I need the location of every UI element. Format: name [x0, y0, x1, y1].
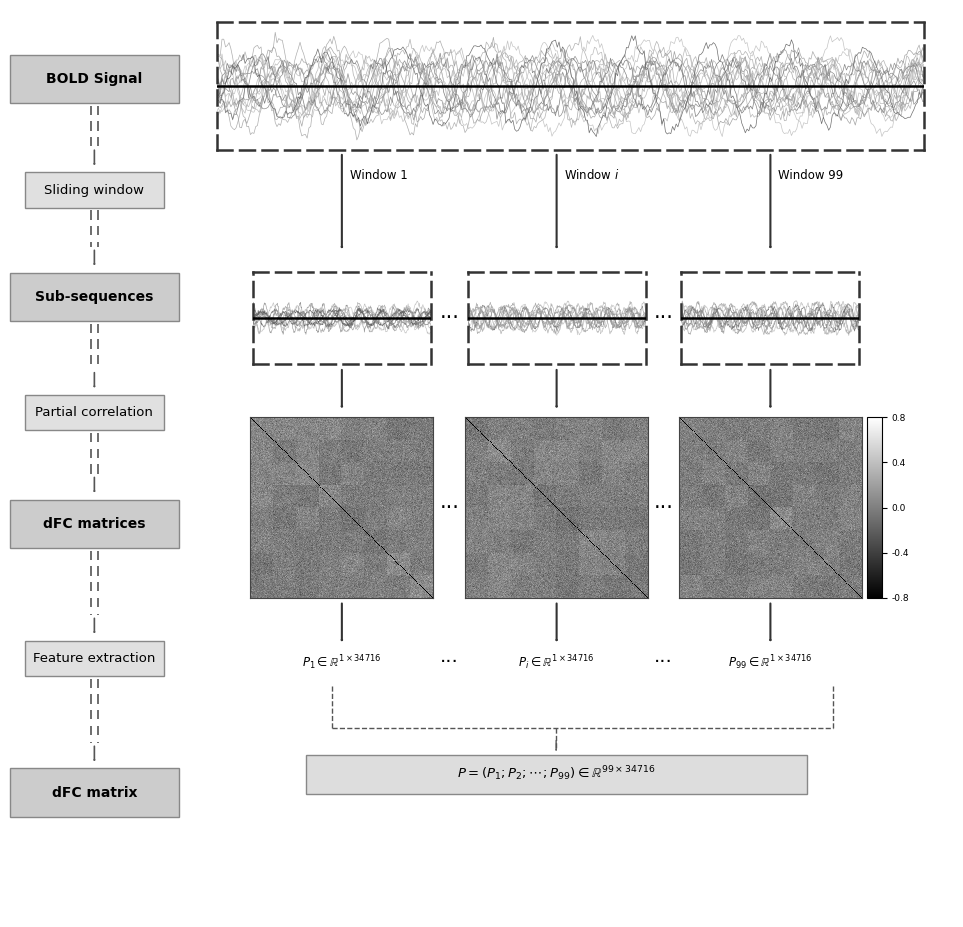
- FancyBboxPatch shape: [25, 641, 164, 676]
- Text: Feature extraction: Feature extraction: [33, 652, 156, 665]
- Text: $P_1 \in \mathbb{R}^{1\times34716}$: $P_1 \in \mathbb{R}^{1\times34716}$: [302, 654, 381, 672]
- Text: dFC matrices: dFC matrices: [43, 516, 145, 531]
- Text: $P_{99} \in \mathbb{R}^{1\times34716}$: $P_{99} \in \mathbb{R}^{1\times34716}$: [728, 654, 813, 672]
- Text: $P_i \in \mathbb{R}^{1\times34716}$: $P_i \in \mathbb{R}^{1\times34716}$: [518, 654, 595, 672]
- Text: $P = (P_1; P_2; \cdots; P_{99}) \in \mathbb{R}^{99\times34716}$: $P = (P_1; P_2; \cdots; P_{99}) \in \mat…: [457, 765, 655, 783]
- Text: Sliding window: Sliding window: [44, 184, 144, 197]
- FancyBboxPatch shape: [25, 395, 164, 430]
- FancyBboxPatch shape: [11, 273, 179, 321]
- Text: ···: ···: [654, 654, 673, 672]
- Text: BOLD Signal: BOLD Signal: [46, 71, 143, 86]
- FancyBboxPatch shape: [11, 55, 179, 103]
- Text: Partial correlation: Partial correlation: [36, 406, 153, 419]
- FancyBboxPatch shape: [11, 500, 179, 548]
- Text: ···: ···: [654, 308, 673, 328]
- FancyBboxPatch shape: [11, 768, 179, 817]
- Text: ···: ···: [439, 498, 459, 517]
- Text: ···: ···: [439, 308, 459, 328]
- Text: ···: ···: [440, 654, 458, 672]
- Text: ···: ···: [654, 498, 673, 517]
- Text: dFC matrix: dFC matrix: [52, 785, 137, 800]
- Text: Sub-sequences: Sub-sequences: [36, 289, 153, 304]
- Text: Window $i$: Window $i$: [564, 168, 620, 183]
- FancyBboxPatch shape: [306, 755, 807, 794]
- Text: Window 1: Window 1: [350, 169, 407, 182]
- Text: Window 99: Window 99: [778, 169, 844, 182]
- FancyBboxPatch shape: [25, 172, 164, 208]
